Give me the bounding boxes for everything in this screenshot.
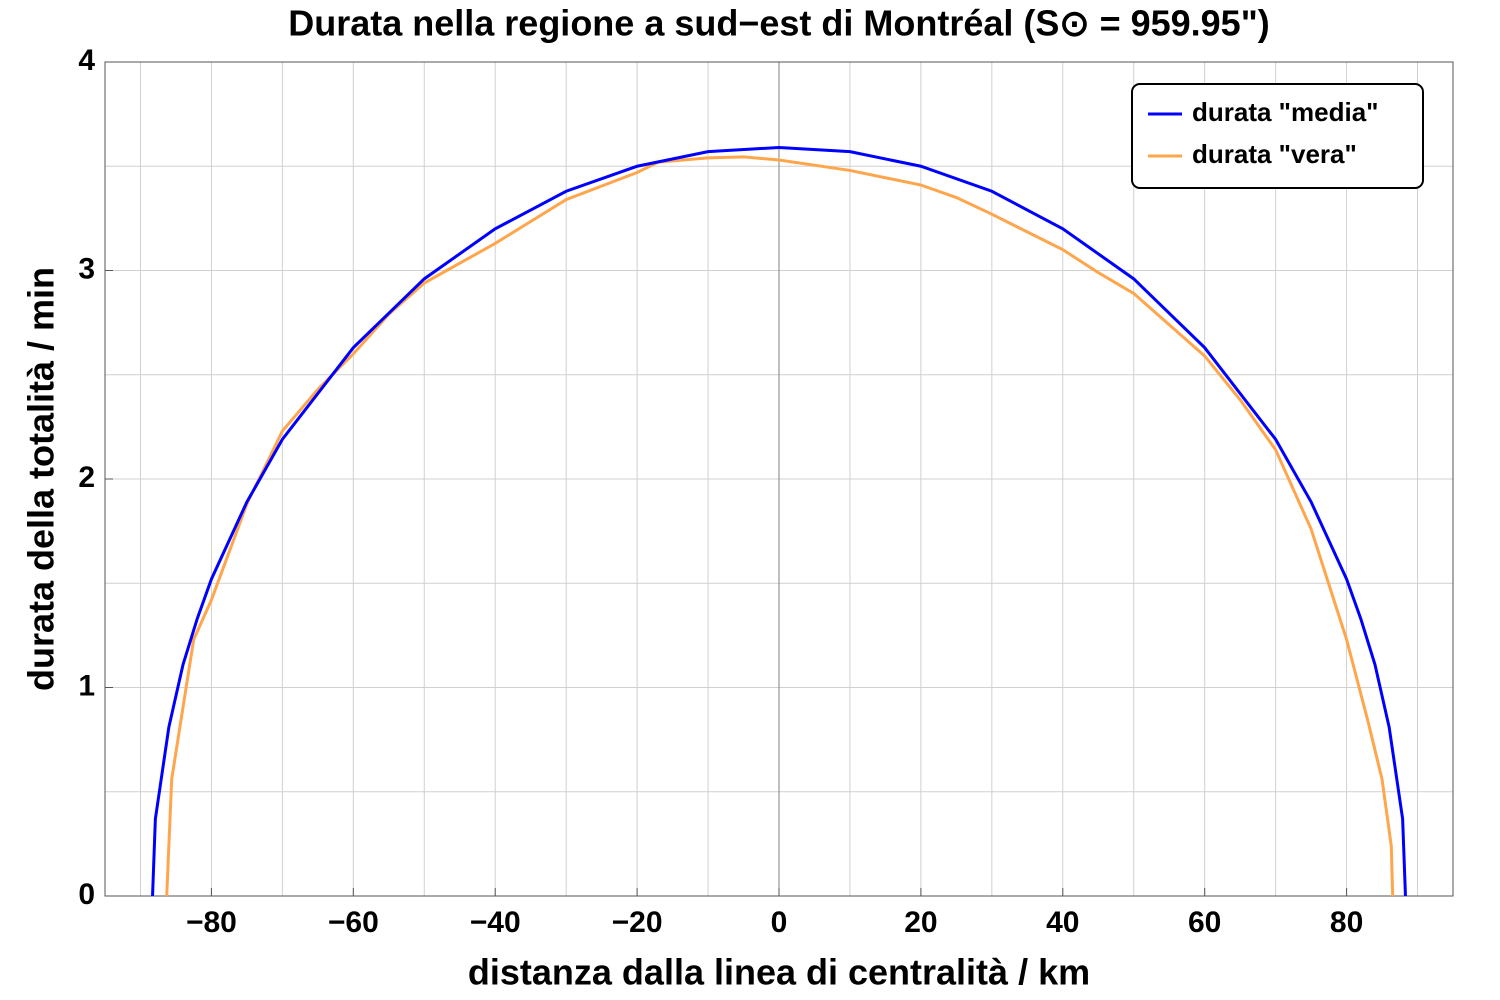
y-tick-label: 2 [78, 461, 95, 494]
x-tick-label: 80 [1330, 906, 1363, 939]
y-tick-label: 4 [78, 44, 95, 77]
x-axis-label: distanza dalla linea di centralità / km [468, 952, 1090, 993]
line-series [165, 155, 1395, 897]
x-tick-label: −20 [612, 906, 663, 939]
x-tick-label: 20 [904, 906, 937, 939]
chart-title: Durata nella regione a sud−est di Montré… [288, 3, 1270, 44]
x-tick-label: 0 [771, 906, 788, 939]
x-tick-label: −80 [186, 906, 237, 939]
x-tick-label: −60 [328, 906, 379, 939]
line-series [151, 145, 1407, 897]
legend-label: durata "media" [1192, 97, 1378, 127]
legend-label: durata "vera" [1192, 139, 1357, 169]
x-tick-label: −40 [470, 906, 521, 939]
y-tick-label: 0 [78, 878, 95, 911]
y-axis-label: durata della totalità / min [21, 267, 62, 691]
legend-box [1131, 83, 1424, 189]
x-tick-label: 60 [1188, 906, 1221, 939]
y-tick-label: 1 [78, 669, 95, 702]
x-tick-label: 40 [1046, 906, 1079, 939]
y-tick-label: 3 [78, 252, 95, 285]
